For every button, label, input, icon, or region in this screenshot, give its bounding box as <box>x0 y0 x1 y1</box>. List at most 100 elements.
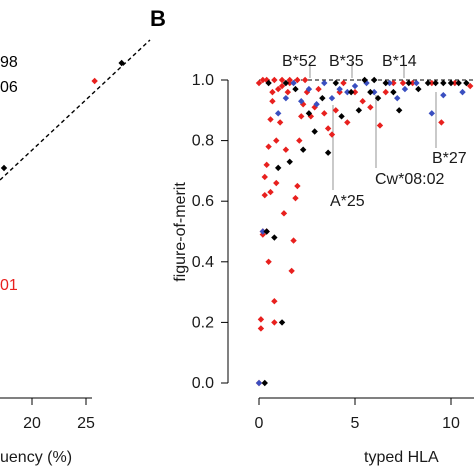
panel-b-point-black <box>347 88 355 96</box>
panel-b-point-red <box>276 119 284 126</box>
panel-b-point-black <box>440 79 447 87</box>
panel-b-point-red <box>298 113 305 120</box>
panel-b-point-red <box>263 161 270 169</box>
panel-b-point-black <box>361 76 368 84</box>
panel-b-point-red <box>390 79 397 87</box>
panel-b-point-red <box>269 88 276 96</box>
panel-a-x-axis-title: uency (%) <box>0 449 72 466</box>
panel-b-point-red <box>288 267 295 275</box>
panel-b-point-red <box>269 98 276 105</box>
panel-b-point-blue <box>371 88 378 96</box>
panel-b-point-black <box>338 113 345 120</box>
panel-b-annotation: A*25 <box>330 193 365 210</box>
panel-b-point-black <box>367 88 374 96</box>
panel-b-letter: B <box>150 6 166 31</box>
panel-a-label-01: 01 <box>0 277 18 294</box>
panel-b-points <box>255 76 474 387</box>
panel-b: B figure-of-merit typed HLA 0.0 0.2 0.4 0.6… <box>150 6 474 466</box>
panel-b-point-blue <box>328 94 336 102</box>
panel-b-point-black <box>374 94 382 102</box>
panel-b-point-red <box>290 237 297 244</box>
panel-b-point-red <box>273 137 280 144</box>
panel-b-point-black <box>292 85 299 93</box>
panel-b-point-red <box>265 143 272 150</box>
panel-a-trendline <box>0 39 151 181</box>
panel-b-x-tick-label: 0 <box>255 415 264 432</box>
panel-b-point-black <box>332 79 339 87</box>
panel-b-y-tick-label: 0.4 <box>192 254 214 271</box>
panel-a-point-red <box>91 77 98 85</box>
panel-a-label-98: 98 <box>0 54 18 71</box>
panel-b-point-red <box>344 119 351 126</box>
panel-b-point-blue <box>275 110 282 117</box>
panel-b-point-black <box>319 94 326 102</box>
panel-b-point-blue <box>336 85 343 93</box>
panel-b-point-blue <box>351 82 359 90</box>
panel-b-annotation: B*27 <box>432 150 467 167</box>
panel-b-point-blue <box>413 79 420 87</box>
panel-b-point-red <box>467 82 474 90</box>
panel-b-point-red <box>267 188 274 196</box>
panel-b-point-black <box>311 128 318 135</box>
panel-b-point-blue <box>313 101 320 108</box>
panel-b-point-red <box>409 79 416 87</box>
panel-b-point-red <box>282 146 290 153</box>
panel-b-point-red <box>324 125 332 132</box>
panel-b-point-blue <box>259 228 267 235</box>
panel-b-point-red <box>340 79 347 87</box>
panel-b-point-red <box>271 76 278 84</box>
panel-b-annotations: B*52 B*35 B*14 B*27 Cw*08:02 A*25 <box>282 53 467 210</box>
panel-b-point-red <box>286 76 293 84</box>
panel-b-point-red <box>296 137 303 144</box>
panel-b-point-black <box>299 146 307 153</box>
panel-b-point-red <box>261 191 268 199</box>
panel-a-points <box>0 59 125 172</box>
panel-b-point-black <box>395 107 403 114</box>
panel-b-point-red <box>257 325 265 332</box>
panel-b-point-red <box>278 76 286 84</box>
panel-b-point-blue <box>282 94 290 102</box>
panel-b-point-black <box>455 79 462 87</box>
panel-b-point-black <box>390 88 397 96</box>
panel-b-point-red <box>255 79 263 87</box>
panel-b-point-black <box>324 149 332 156</box>
panel-b-point-black <box>405 79 412 87</box>
panel-b-point-blue <box>394 94 401 102</box>
panel-b-point-red <box>292 194 299 202</box>
panel-b-point-red <box>351 88 359 96</box>
panel-b-point-blue <box>386 79 393 87</box>
panel-b-x-tick-label: 10 <box>442 415 460 432</box>
panel-b-x-tick-label: 5 <box>351 415 360 432</box>
panel-b-point-red <box>321 110 328 117</box>
panel-b-point-black <box>305 110 313 117</box>
panel-b-x-axis-title: typed HLA <box>364 449 439 466</box>
panel-b-point-blue <box>305 85 313 93</box>
panel-b-point-red <box>303 88 311 96</box>
panel-b-point-black <box>265 79 272 87</box>
panel-b-point-red <box>438 119 445 126</box>
panel-b-point-black <box>424 79 432 87</box>
panel-b-point-red <box>294 76 301 84</box>
panel-b-point-black <box>355 107 363 114</box>
panel-b-point-red <box>280 210 288 217</box>
panel-b-y-tick-label: 0.6 <box>192 193 214 210</box>
panel-b-point-black <box>415 85 422 93</box>
panel-b-point-blue <box>401 85 409 93</box>
panel-b-point-red <box>428 79 435 87</box>
panel-b-point-black <box>382 79 389 87</box>
panel-b-point-red <box>257 316 265 323</box>
panel-b-point-red <box>328 131 336 138</box>
panel-b-point-red <box>259 76 267 84</box>
panel-b-point-red <box>315 85 322 93</box>
panel-b-point-red <box>382 88 389 96</box>
panel-b-point-blue <box>344 88 351 96</box>
panel-b-point-black <box>371 76 378 84</box>
panel-b-point-red <box>367 104 374 111</box>
panel-b-point-blue <box>298 98 305 105</box>
panel-b-annotation: B*14 <box>382 53 417 70</box>
panel-b-point-red <box>399 79 407 87</box>
panel-b-point-red <box>265 258 272 265</box>
panel-b-annotation: Cw*08:02 <box>375 171 444 188</box>
panel-b-point-black <box>278 319 286 326</box>
panel-b-point-red <box>284 88 291 96</box>
